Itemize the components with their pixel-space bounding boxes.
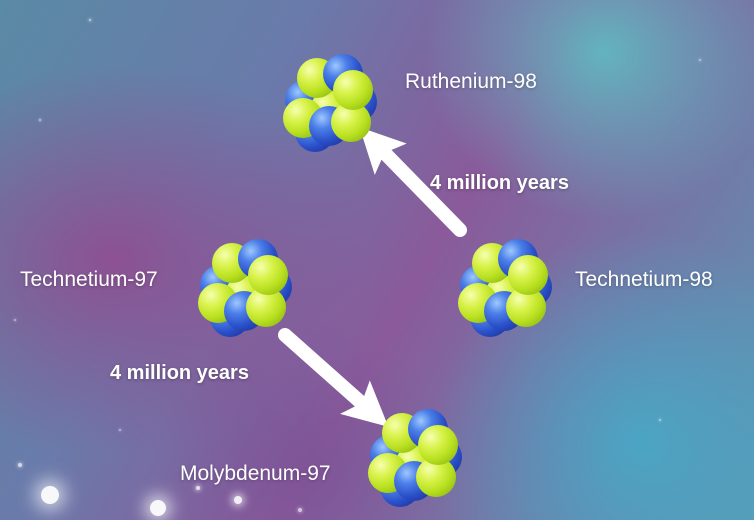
green-nucleon	[333, 70, 373, 110]
edge-label-tc97-mo97: 4 million years	[110, 362, 249, 385]
star	[39, 119, 41, 121]
star	[18, 463, 22, 467]
star	[89, 19, 91, 21]
atom-technetium-98	[450, 225, 560, 335]
green-nucleon	[418, 425, 458, 465]
atom-technetium-97	[190, 225, 300, 335]
star	[699, 59, 701, 61]
star	[150, 500, 166, 516]
atom-ruthenium-98	[275, 40, 385, 150]
star	[234, 496, 242, 504]
star	[14, 319, 16, 321]
label-technetium-98: Technetium-98	[575, 268, 713, 292]
green-nucleon	[508, 255, 548, 295]
atom-molybdenum-97	[360, 395, 470, 505]
label-molybdenum-97: Molybdenum-97	[180, 462, 331, 486]
star	[298, 508, 302, 512]
star	[196, 486, 200, 490]
star	[659, 419, 661, 421]
green-nucleon	[248, 255, 288, 295]
edge-label-tc98-ru98: 4 million years	[430, 172, 569, 195]
label-ruthenium-98: Ruthenium-98	[405, 70, 537, 94]
label-technetium-97: Technetium-97	[20, 268, 158, 292]
star	[41, 486, 59, 504]
star	[119, 429, 121, 431]
